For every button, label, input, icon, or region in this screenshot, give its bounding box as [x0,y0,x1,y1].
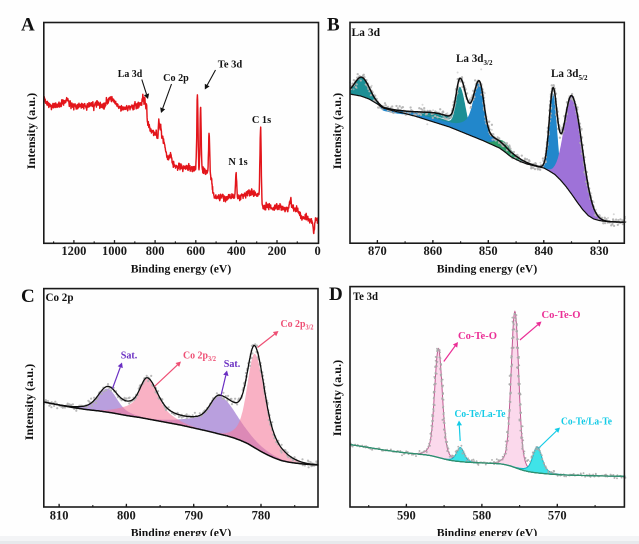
svg-text:830: 830 [590,244,609,258]
svg-text:Co 2p: Co 2p [46,290,74,304]
svg-text:La 3d: La 3d [352,25,381,39]
svg-text:790: 790 [184,509,203,523]
svg-text:Binding energy (eV): Binding energy (eV) [437,262,538,276]
svg-text:850: 850 [479,244,498,258]
svg-text:400: 400 [227,244,246,258]
svg-text:800: 800 [117,509,136,523]
svg-text:Sat.: Sat. [224,358,241,370]
svg-text:B: B [327,15,340,36]
svg-text:Co-Te-O: Co-Te-O [542,309,581,321]
svg-text:0: 0 [314,244,320,258]
svg-text:1200: 1200 [61,244,86,258]
svg-text:1000: 1000 [102,244,127,258]
svg-text:A: A [21,15,35,36]
svg-text:200: 200 [268,244,287,258]
svg-text:Co 2p3/2: Co 2p3/2 [183,350,216,364]
svg-text:Te 3d: Te 3d [353,289,378,303]
svg-text:Intensity (a.u.): Intensity (a.u.) [330,93,344,170]
svg-text:Intensity (a.u.): Intensity (a.u.) [330,360,344,437]
svg-text:Intensity (a.u.): Intensity (a.u.) [22,364,36,441]
svg-text:Co 2p: Co 2p [163,72,189,84]
svg-text:870: 870 [368,244,387,258]
svg-text:Co-Te/La-Te: Co-Te/La-Te [455,408,506,420]
svg-text:800: 800 [146,244,165,258]
svg-text:C 1s: C 1s [252,114,272,126]
svg-text:580: 580 [473,509,492,523]
svg-text:810: 810 [50,509,69,523]
svg-text:780: 780 [252,509,271,523]
svg-text:Co 2p3/2: Co 2p3/2 [281,318,314,332]
svg-text:570: 570 [548,509,567,523]
svg-text:C: C [21,286,35,307]
svg-text:D: D [329,284,343,305]
svg-text:Te 3d: Te 3d [218,59,242,71]
svg-text:590: 590 [397,509,416,523]
svg-text:840: 840 [534,244,553,258]
svg-text:Co-Te-O: Co-Te-O [458,330,497,342]
svg-text:La 3d5/2: La 3d5/2 [551,68,588,82]
svg-text:600: 600 [186,244,205,258]
svg-text:Co-Te/La-Te: Co-Te/La-Te [561,416,612,428]
svg-text:Binding energy (eV): Binding energy (eV) [131,262,232,276]
svg-text:La 3d3/2: La 3d3/2 [456,53,493,67]
svg-text:La 3d: La 3d [118,68,143,80]
svg-text:Intensity (a.u.): Intensity (a.u.) [24,93,38,170]
svg-text:N 1s: N 1s [228,156,248,168]
svg-text:Sat.: Sat. [121,350,138,362]
svg-text:860: 860 [424,244,443,258]
